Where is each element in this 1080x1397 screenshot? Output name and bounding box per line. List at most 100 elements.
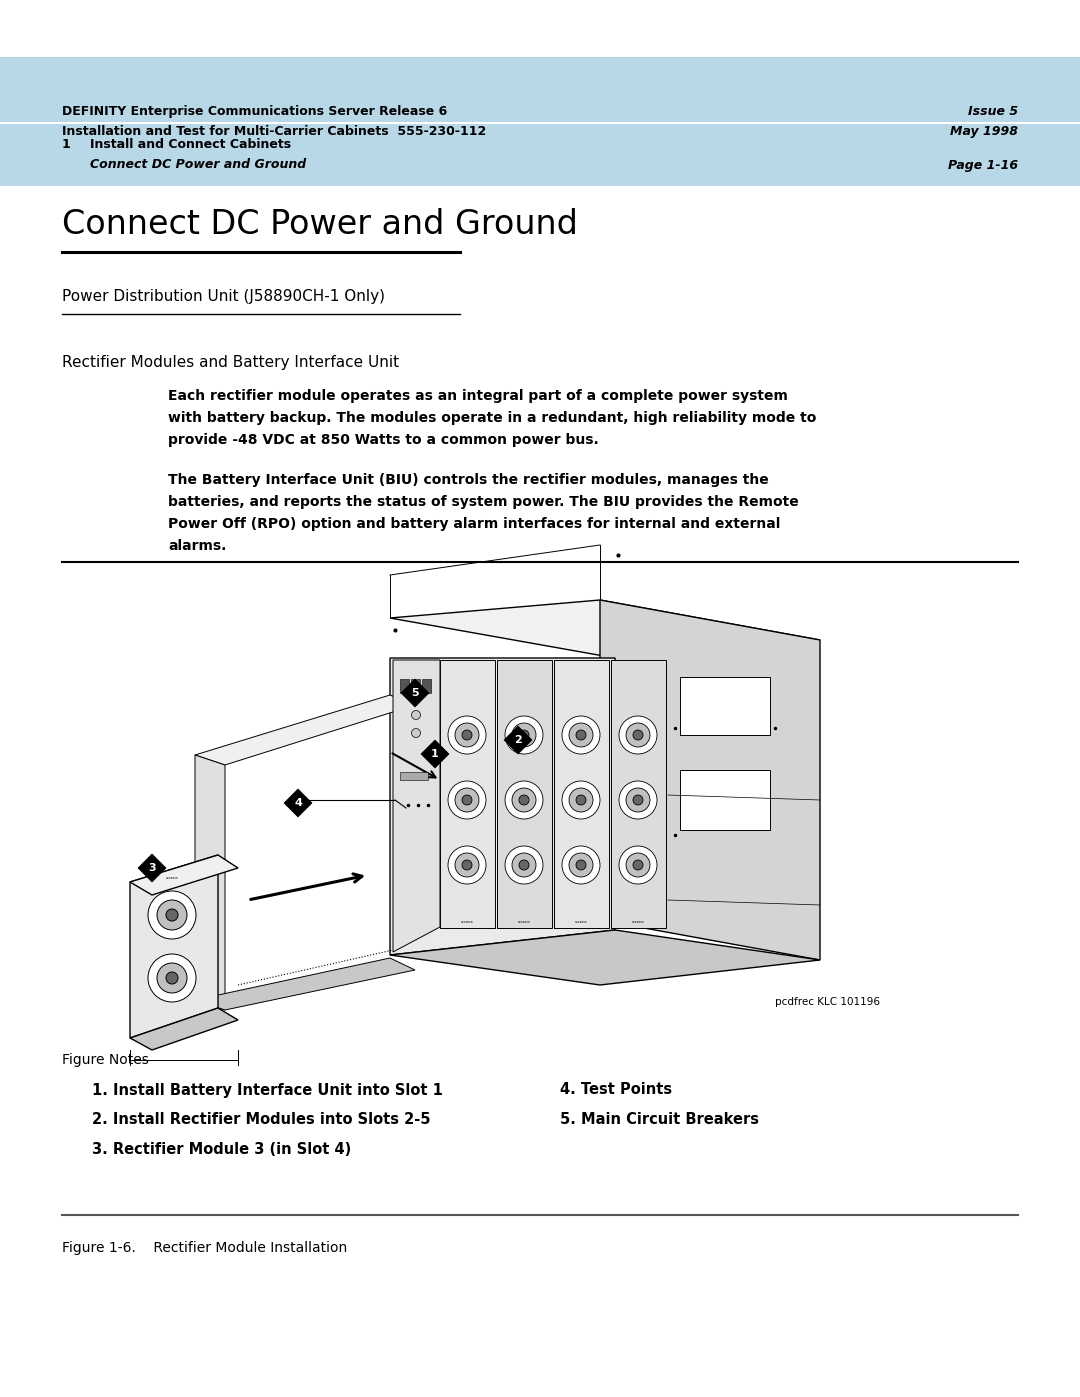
Text: s.sece: s.sece xyxy=(575,921,588,923)
Polygon shape xyxy=(393,659,440,951)
Text: 3: 3 xyxy=(148,863,156,873)
Circle shape xyxy=(505,847,543,884)
Polygon shape xyxy=(497,659,552,928)
Text: 2. Install Rectifier Modules into Slots 2-5: 2. Install Rectifier Modules into Slots … xyxy=(92,1112,431,1127)
Text: Installation and Test for Multi-Carrier Cabinets  555-230-112: Installation and Test for Multi-Carrier … xyxy=(62,126,486,138)
Polygon shape xyxy=(390,658,615,956)
Circle shape xyxy=(619,847,657,884)
Circle shape xyxy=(626,854,650,877)
Bar xyxy=(680,678,770,735)
Circle shape xyxy=(462,861,472,870)
Polygon shape xyxy=(195,694,415,766)
Circle shape xyxy=(462,731,472,740)
Polygon shape xyxy=(421,740,449,768)
Circle shape xyxy=(576,795,586,805)
Circle shape xyxy=(166,972,178,983)
Text: Power Off (RPO) option and battery alarm interfaces for internal and external: Power Off (RPO) option and battery alarm… xyxy=(168,517,781,531)
Bar xyxy=(0,57,1080,122)
Text: alarms.: alarms. xyxy=(168,539,227,553)
Text: 1: 1 xyxy=(431,749,438,759)
Text: pcdfrec KLC 101196: pcdfrec KLC 101196 xyxy=(775,997,880,1007)
Text: Rectifier Modules and Battery Interface Unit: Rectifier Modules and Battery Interface … xyxy=(62,355,400,369)
Text: s.sece: s.sece xyxy=(165,876,178,880)
Circle shape xyxy=(626,788,650,812)
Text: DEFINITY Enterprise Communications Server Release 6: DEFINITY Enterprise Communications Serve… xyxy=(62,105,447,119)
Bar xyxy=(411,679,420,693)
Circle shape xyxy=(519,861,529,870)
Text: 1. Install Battery Interface Unit into Slot 1: 1. Install Battery Interface Unit into S… xyxy=(92,1083,443,1098)
Circle shape xyxy=(562,847,600,884)
Text: Page 1-16: Page 1-16 xyxy=(948,158,1018,172)
Circle shape xyxy=(166,909,178,921)
Polygon shape xyxy=(284,789,312,817)
Polygon shape xyxy=(390,930,820,985)
Polygon shape xyxy=(130,855,238,895)
Text: 5: 5 xyxy=(411,687,419,698)
Circle shape xyxy=(512,724,536,747)
Circle shape xyxy=(157,900,187,930)
Circle shape xyxy=(633,731,643,740)
Text: Power Distribution Unit (J58890CH-1 Only): Power Distribution Unit (J58890CH-1 Only… xyxy=(62,289,384,303)
Circle shape xyxy=(448,847,486,884)
Circle shape xyxy=(455,854,480,877)
Text: Install and Connect Cabinets: Install and Connect Cabinets xyxy=(90,138,292,151)
Bar xyxy=(0,124,1080,186)
Polygon shape xyxy=(390,599,820,658)
Polygon shape xyxy=(440,659,495,928)
Circle shape xyxy=(569,724,593,747)
Text: s.sece: s.sece xyxy=(461,921,473,923)
Text: 1: 1 xyxy=(62,138,71,151)
Polygon shape xyxy=(130,1009,238,1051)
Circle shape xyxy=(519,795,529,805)
Circle shape xyxy=(562,781,600,819)
Circle shape xyxy=(462,795,472,805)
Text: 4. Test Points: 4. Test Points xyxy=(561,1083,672,1098)
Polygon shape xyxy=(195,754,225,1010)
Polygon shape xyxy=(600,599,820,960)
Text: s.sece: s.sece xyxy=(632,921,645,923)
Text: Issue 5: Issue 5 xyxy=(968,105,1018,119)
Circle shape xyxy=(505,781,543,819)
Circle shape xyxy=(448,717,486,754)
Polygon shape xyxy=(138,854,166,882)
Circle shape xyxy=(519,731,529,740)
Text: with battery backup. The modules operate in a redundant, high reliability mode t: with battery backup. The modules operate… xyxy=(168,411,816,425)
Circle shape xyxy=(562,717,600,754)
Circle shape xyxy=(455,788,480,812)
Circle shape xyxy=(157,963,187,993)
Text: Connect DC Power and Ground: Connect DC Power and Ground xyxy=(62,208,578,242)
Text: Figure 1-6.    Rectifier Module Installation: Figure 1-6. Rectifier Module Installatio… xyxy=(62,1241,348,1255)
Text: The Battery Interface Unit (BIU) controls the rectifier modules, manages the: The Battery Interface Unit (BIU) control… xyxy=(168,474,769,488)
Circle shape xyxy=(576,861,586,870)
Polygon shape xyxy=(554,659,609,928)
Circle shape xyxy=(633,795,643,805)
Bar xyxy=(400,679,409,693)
Circle shape xyxy=(619,781,657,819)
Circle shape xyxy=(148,891,195,939)
Circle shape xyxy=(569,788,593,812)
Text: Each rectifier module operates as an integral part of a complete power system: Each rectifier module operates as an int… xyxy=(168,388,788,402)
Polygon shape xyxy=(130,855,218,1038)
Circle shape xyxy=(411,711,420,719)
Circle shape xyxy=(512,854,536,877)
Text: Connect DC Power and Ground: Connect DC Power and Ground xyxy=(90,158,307,172)
Circle shape xyxy=(569,854,593,877)
Circle shape xyxy=(411,728,420,738)
Circle shape xyxy=(512,788,536,812)
Bar xyxy=(400,773,428,780)
Polygon shape xyxy=(195,958,415,1010)
Text: s.sece: s.sece xyxy=(517,921,530,923)
Text: provide -48 VDC at 850 Watts to a common power bus.: provide -48 VDC at 850 Watts to a common… xyxy=(168,433,598,447)
Text: Figure Notes: Figure Notes xyxy=(62,1053,149,1067)
Text: May 1998: May 1998 xyxy=(950,126,1018,138)
Circle shape xyxy=(626,724,650,747)
Bar xyxy=(680,770,770,830)
Circle shape xyxy=(455,724,480,747)
Circle shape xyxy=(576,731,586,740)
Circle shape xyxy=(633,861,643,870)
Text: 3. Rectifier Module 3 (in Slot 4): 3. Rectifier Module 3 (in Slot 4) xyxy=(92,1143,351,1158)
Circle shape xyxy=(505,717,543,754)
Circle shape xyxy=(148,954,195,1002)
Text: 5. Main Circuit Breakers: 5. Main Circuit Breakers xyxy=(561,1112,759,1127)
Circle shape xyxy=(619,717,657,754)
